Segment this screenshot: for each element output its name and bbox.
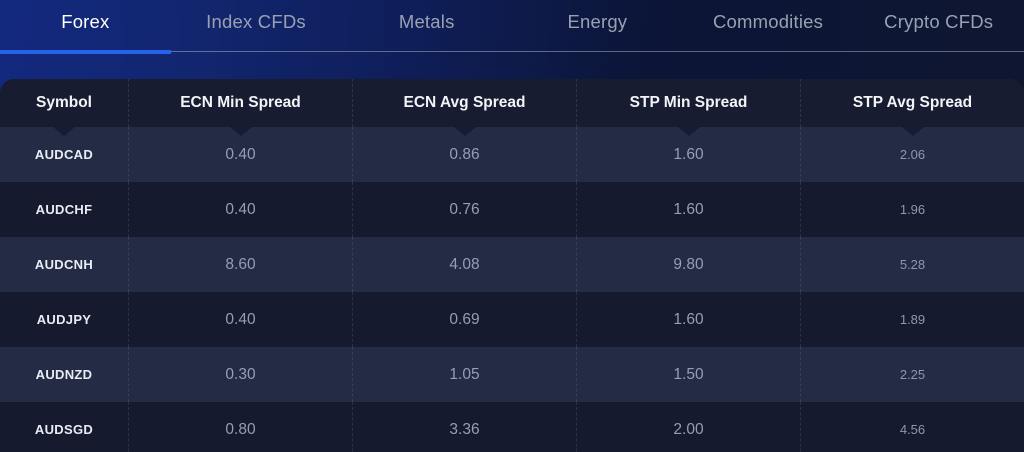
active-tab-indicator [0, 49, 171, 54]
tab-indicator [512, 50, 683, 55]
spread-value-cell: 3.36 [352, 402, 576, 452]
table-header-row: Symbol ECN Min Spread ECN Avg Spread STP Mi… [0, 79, 1024, 127]
tab-commodities[interactable]: Commodities [683, 0, 854, 54]
symbol-cell: AUDCAD [34, 147, 94, 162]
spread-value-cell: 0.76 [352, 182, 576, 237]
spread-value-cell: 0.69 [352, 292, 576, 347]
spread-value-cell: 4.56 [800, 402, 1024, 452]
tab-label: Metals [398, 11, 455, 32]
spread-value-cell: 0.40 [128, 182, 352, 237]
column-header-stp-min-spread: STP Min Spread [576, 79, 800, 127]
tab-forex[interactable]: Forex [0, 0, 171, 54]
column-header-ecn-min-spread: ECN Min Spread [128, 79, 352, 127]
table-row: AUDCNH 8.60 4.08 9.80 5.28 [0, 237, 1024, 292]
spread-value-cell: 0.86 [352, 127, 576, 182]
spread-value-cell: 0.30 [128, 347, 352, 402]
tab-indicator [683, 50, 854, 55]
tab-crypto-cfds[interactable]: Crypto CFDs [853, 0, 1024, 54]
spread-value-cell: 1.05 [352, 347, 576, 402]
table-row: AUDJPY 0.40 0.69 1.60 1.89 [0, 292, 1024, 347]
tab-energy[interactable]: Energy [512, 0, 683, 54]
table-row: AUDCAD 0.40 0.86 1.60 2.06 [0, 127, 1024, 182]
spread-value-cell: 0.40 [128, 292, 352, 347]
tab-indicator [171, 50, 342, 55]
column-header-stp-avg-spread: STP Avg Spread [800, 79, 1024, 127]
spread-value-cell: 1.60 [576, 292, 800, 347]
table-row: AUDCHF 0.40 0.76 1.60 1.96 [0, 182, 1024, 237]
spread-value-cell: 0.40 [128, 127, 352, 182]
tab-label: Crypto CFDs [884, 11, 994, 32]
symbol-cell: AUDCNH [34, 257, 94, 272]
tab-index-cfds[interactable]: Index CFDs [171, 0, 342, 54]
symbol-cell: AUDSGD [34, 422, 94, 437]
spread-value-cell: 1.50 [576, 347, 800, 402]
spread-value-cell: 4.08 [352, 237, 576, 292]
instrument-tabs: Forex Index CFDs Metals Energy Commodities Cr… [0, 0, 1024, 54]
symbol-cell: AUDCHF [35, 202, 93, 217]
tab-metals[interactable]: Metals [341, 0, 512, 54]
tab-label: Forex [61, 11, 110, 32]
table-body: AUDCAD 0.40 0.86 1.60 2.06 AUDCHF 0.40 0.76 1.60… [0, 127, 1024, 452]
spread-value-cell: 5.28 [800, 237, 1024, 292]
tab-label: Commodities [712, 11, 824, 32]
tab-indicator [853, 50, 1024, 55]
spread-value-cell: 2.06 [800, 127, 1024, 182]
table-row: AUDNZD 0.30 1.05 1.50 2.25 [0, 347, 1024, 402]
column-header-symbol: Symbol [0, 79, 128, 127]
tab-label: Index CFDs [206, 11, 306, 32]
spreads-table: Symbol ECN Min Spread ECN Avg Spread STP Mi… [0, 79, 1024, 452]
spread-value-cell: 2.25 [800, 347, 1024, 402]
tab-label: Energy [567, 11, 628, 32]
spread-value-cell: 0.80 [128, 402, 352, 452]
tab-indicator [341, 50, 512, 55]
symbol-cell: AUDNZD [35, 367, 93, 382]
spread-value-cell: 1.96 [800, 182, 1024, 237]
spread-value-cell: 9.80 [576, 237, 800, 292]
spread-value-cell: 1.60 [576, 182, 800, 237]
spread-value-cell: 2.00 [576, 402, 800, 452]
column-header-ecn-avg-spread: ECN Avg Spread [352, 79, 576, 127]
symbol-cell: AUDJPY [36, 312, 92, 327]
spread-value-cell: 1.60 [576, 127, 800, 182]
spread-value-cell: 1.89 [800, 292, 1024, 347]
spread-value-cell: 8.60 [128, 237, 352, 292]
table-row: AUDSGD 0.80 3.36 2.00 4.56 [0, 402, 1024, 452]
